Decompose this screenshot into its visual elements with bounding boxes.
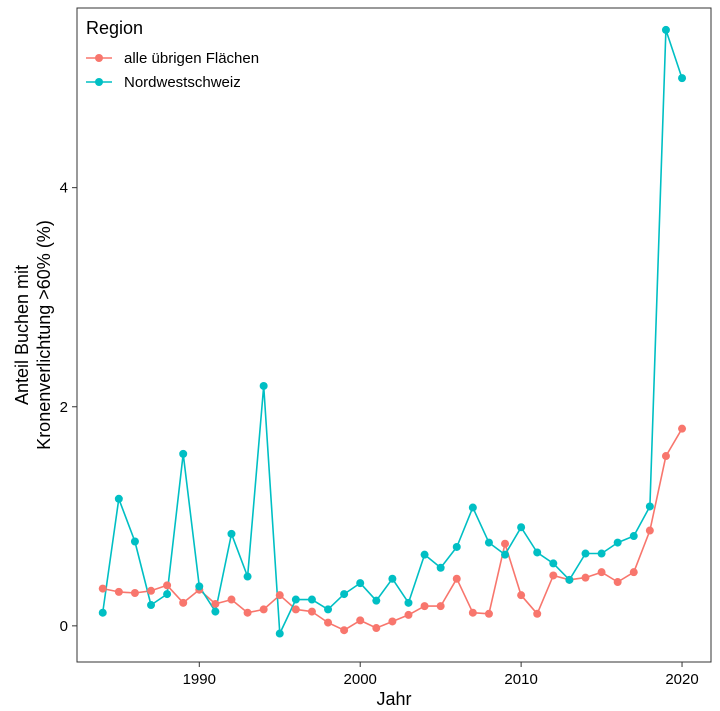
series-0-point-27 (533, 609, 542, 618)
series-0-point-10 (259, 605, 268, 614)
legend: Region alle übrigen Flächen Nordwestschw… (86, 18, 259, 91)
y-axis-title-line2: Kronenverlichtung >60% (%) (34, 220, 54, 450)
series-1-point-36 (678, 74, 687, 83)
series-0-point-34 (645, 526, 654, 535)
series-1-point-13 (307, 595, 316, 604)
y-axis-title-line1: Anteil Buchen mit (12, 265, 32, 405)
series-1-point-35 (661, 25, 670, 34)
legend-item-0: alle übrigen Flächen (86, 50, 259, 67)
series-1-point-26 (517, 523, 526, 532)
series-1-point-32 (613, 538, 622, 547)
series-1-point-4 (163, 590, 172, 599)
y-axis: 0 2 4 (60, 180, 77, 635)
series-1-point-29 (565, 575, 574, 584)
series-1-point-24 (484, 538, 493, 547)
legend-key-point-0 (95, 54, 103, 62)
series-1-point-1 (114, 494, 123, 503)
series-1-point-6 (195, 582, 204, 591)
series-0-point-14 (324, 618, 333, 627)
series-0-point-15 (340, 626, 349, 635)
series-1-point-20 (420, 550, 429, 559)
legend-key-point-1 (95, 78, 103, 86)
series-1-point-27 (533, 548, 542, 557)
series-0-point-24 (484, 609, 493, 618)
series-1-point-25 (501, 550, 510, 559)
x-tick-label-0: 1990 (183, 671, 216, 688)
series-layer (98, 25, 687, 638)
series-0-point-16 (356, 616, 365, 625)
series-1-point-30 (581, 549, 590, 558)
series-0-point-35 (661, 452, 670, 461)
series-0-point-12 (291, 605, 300, 614)
series-1-point-3 (147, 601, 156, 610)
y-tick-label-1: 2 (60, 399, 68, 416)
x-tick-label-3: 2020 (665, 671, 698, 688)
series-0-point-28 (549, 571, 558, 580)
y-tick-label-2: 4 (60, 180, 68, 197)
series-0-point-25 (501, 539, 510, 548)
series-0-point-23 (468, 608, 477, 617)
series-0-point-32 (613, 578, 622, 587)
series-1-point-0 (98, 608, 107, 617)
series-1-point-23 (468, 503, 477, 512)
series-0-point-5 (179, 598, 188, 607)
x-axis: 1990 2000 2010 2020 (183, 662, 699, 688)
series-1-point-19 (404, 598, 413, 607)
series-0-point-36 (678, 424, 687, 433)
legend-label-1: Nordwestschweiz (124, 74, 241, 91)
series-1-point-12 (291, 595, 300, 604)
plot-area (76, 7, 712, 663)
series-1-point-34 (645, 502, 654, 511)
series-1-point-7 (211, 607, 220, 616)
series-0-point-13 (307, 607, 316, 616)
series-0-point-22 (452, 574, 461, 583)
series-1-point-33 (629, 532, 638, 541)
series-0-point-26 (517, 591, 526, 600)
series-1-point-14 (324, 605, 333, 614)
series-1-point-22 (452, 542, 461, 551)
x-tick-label-1: 2000 (344, 671, 377, 688)
x-axis-title: Jahr (376, 689, 411, 709)
y-tick-label-0: 0 (60, 618, 68, 635)
series-1-point-10 (259, 381, 268, 390)
series-1-point-28 (549, 559, 558, 568)
series-1-point-31 (597, 549, 606, 558)
legend-item-1: Nordwestschweiz (86, 74, 241, 91)
series-0-point-11 (275, 591, 284, 600)
series-1-point-2 (130, 537, 139, 546)
series-0-point-8 (227, 595, 236, 604)
series-1-point-15 (340, 590, 349, 599)
plot-panel (76, 7, 712, 663)
series-1-point-9 (243, 572, 252, 581)
series-1-point-8 (227, 529, 236, 538)
series-0-point-19 (404, 610, 413, 619)
series-0-point-4 (163, 581, 172, 590)
series-1-point-17 (372, 596, 381, 605)
series-0-point-18 (388, 617, 397, 626)
series-0-point-33 (629, 568, 638, 577)
series-1-point-21 (436, 563, 445, 572)
series-0-point-31 (597, 568, 606, 577)
series-1-point-16 (356, 579, 365, 588)
series-0-point-30 (581, 573, 590, 582)
series-0-point-9 (243, 608, 252, 617)
series-0-point-1 (114, 587, 123, 596)
series-0-point-20 (420, 602, 429, 611)
series-0-point-7 (211, 599, 220, 608)
legend-label-0: alle übrigen Flächen (124, 50, 259, 67)
legend-title: Region (86, 18, 143, 38)
series-1-point-11 (275, 629, 284, 638)
series-0-point-21 (436, 602, 445, 611)
series-1-point-18 (388, 574, 397, 583)
x-tick-label-2: 2010 (504, 671, 537, 688)
series-0-point-3 (147, 586, 156, 595)
series-0-point-0 (98, 584, 107, 593)
series-1-point-5 (179, 449, 188, 458)
series-0-point-17 (372, 624, 381, 633)
series-0-point-2 (130, 588, 139, 597)
